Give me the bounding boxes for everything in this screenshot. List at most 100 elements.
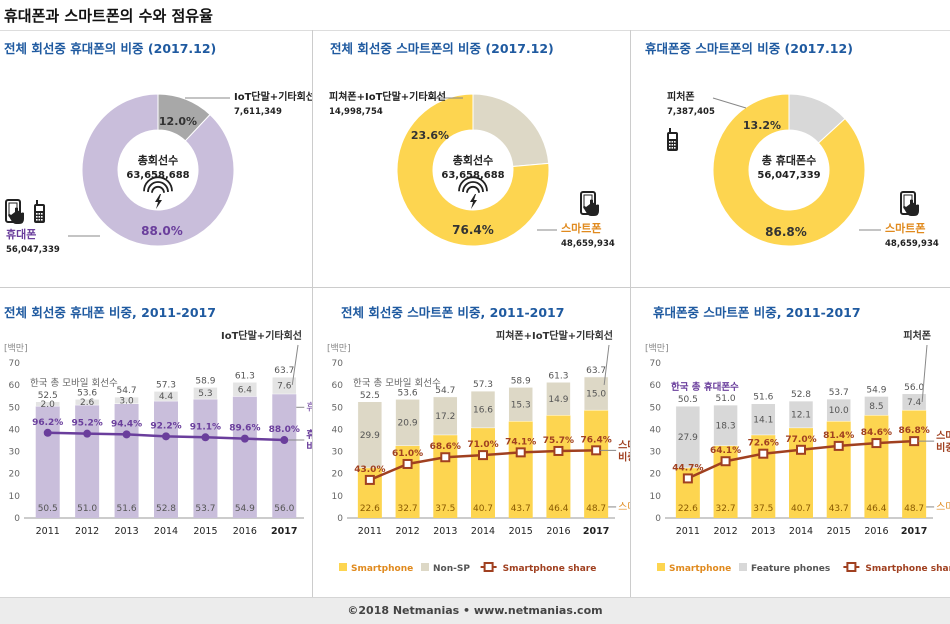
y-tick-label: 30 [650,448,662,458]
bar-value-label: 37.5 [435,504,455,514]
total-value-label: 53.6 [77,388,97,398]
bar-value-label: 6.4 [238,385,253,395]
slice-percent-label: 23.6% [411,129,449,142]
share-point [440,452,451,463]
bar-value-label: 2.6 [80,398,95,408]
bar-휴대폰 [193,399,218,518]
total-line-label: 한국 총 모바일 회선수 [353,378,441,389]
bolt-shape [470,194,477,209]
phone-key [669,141,671,143]
title-bar: 휴대폰과 스마트폰의 수와 점유율 [0,0,950,31]
hand-shape [8,207,24,224]
phone-key [671,147,674,149]
bar-휴대폰 [35,406,60,518]
share-point [515,447,526,458]
bar-value-label: 2.0 [41,400,56,410]
y-tick-label: 10 [332,492,344,502]
antenna [36,200,38,204]
bar-value-label: 29.9 [360,431,380,441]
segment-label: 휴대폰 [6,227,36,241]
share-point [796,444,806,455]
share-value-label: 94.4% [111,419,142,429]
bar-Smartphone [395,445,420,518]
bar-value-label: 27.9 [678,433,698,443]
bar-Non-SP [508,387,533,422]
bar-휴대폰 [154,401,178,518]
bar-value-label: 52.8 [156,504,176,514]
bar-value-label: 22.6 [678,504,698,514]
y-tick-label: 70 [650,359,662,369]
y-tick-label: 60 [9,381,21,391]
bar-value-label: 3.0 [119,396,134,406]
segment-value: 14,998,754 [329,107,383,117]
phone-key [674,147,676,149]
share-annotation: 스마트폰 [936,429,950,442]
bar-value-label: 22.6 [360,504,380,514]
center-value: 56,047,339 [757,170,820,181]
y-tick-label: 70 [332,359,344,369]
bar-value-label: 4.4 [159,392,174,402]
y-tick-label: 40 [650,425,662,435]
center-label: 총 휴대폰수 [762,153,816,167]
bar-Feature phones [788,400,814,429]
donut-panel-3: 휴대폰중 스마트폰의 비중 (2017.12) 86.8% 13.2% 총 휴대폰수… [631,30,950,287]
phone-key [38,219,41,221]
share-point [402,458,413,469]
share-point [43,428,52,437]
slice-percent-label: 76.4% [452,223,494,237]
slice-percent-label: 12.0% [159,115,197,128]
bar-Non-SP [470,390,496,429]
bar-Smartphone [826,421,851,518]
donut-hole [118,130,198,210]
y-tick-label: 40 [332,425,344,435]
leader-line [712,97,747,109]
legend-label: Smartphone share [865,564,950,574]
y-tick-label: 20 [9,470,21,480]
share-point [162,432,170,441]
bar-value-label: 37.5 [753,504,773,514]
bar-Feature phones [751,403,776,436]
smartphone-icon [5,199,24,224]
legend-label: Feature phones [751,564,830,574]
x-tick-label: 2016 [864,526,888,537]
total-value-label: 50.5 [678,395,698,405]
bar-value-label: 51.6 [117,504,137,514]
bar-value-label: 53.7 [195,504,215,514]
share-annotation: 비중 [306,440,312,453]
footer-text: ©2018 Netmanias • www.netmanias.com [347,604,603,617]
bar-Smartphone [789,427,813,518]
phone-key [36,219,38,221]
bar-value-label: 10.0 [829,406,849,416]
center-value: 63,658,688 [126,170,189,181]
signal-arc [151,185,165,193]
y-axis-label: [백만] [4,343,28,354]
donut-hole [433,130,513,210]
bar-panel-1: 전체 회선중 휴대폰 비중, 2011-2017 [백만] 0 10 20 30 40 50… [0,288,334,597]
x-tick-label: 2014 [154,526,178,537]
total-value-label: 52.5 [38,391,58,401]
leader-line [291,344,299,386]
phone-key [36,216,38,218]
bar-value-label: 48.7 [904,504,924,514]
share-point [909,436,920,447]
segment-value: 56,047,339 [6,245,60,255]
total-value-label: 63.7 [274,366,294,376]
segment-label: IoT단말+기타회선 [234,90,312,103]
bar-Feature phones [675,405,701,469]
hand-shape [903,199,919,216]
bar-value-label: 48.7 [586,504,606,514]
bar-value-label: 7.6 [277,382,292,392]
total-line-label: 한국 총 휴대폰수 [671,381,739,393]
bar-IoT단말+기타회선 [153,391,179,402]
total-value-label: 63.7 [586,366,606,376]
leader-line [603,344,610,386]
bar-value-label: 40.7 [791,504,811,514]
bar-휴대폰 [114,403,139,518]
share-value-label: 96.2% [32,418,63,428]
panel-title: 전체 회선중 스마트폰의 비중 (2017.12) [330,41,554,56]
bar-Non-SP [395,399,420,446]
bar-value-label: 40.7 [473,504,493,514]
y-axis-label: [백만] [327,343,351,354]
panel-title: 전체 회선중 스마트폰 비중, 2011-2017 [341,305,565,320]
share-value-label: 95.2% [72,419,103,429]
